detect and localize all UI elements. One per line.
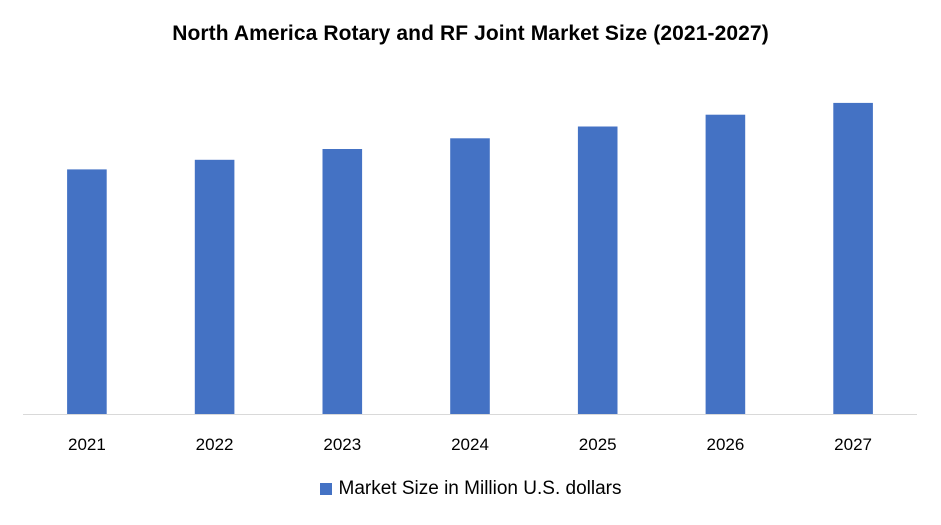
x-tick-label-2026: 2026 bbox=[706, 435, 744, 454]
x-tick-label-2023: 2023 bbox=[323, 435, 361, 454]
x-tick-labels: 2021 2022 2023 2024 2025 2026 2027 bbox=[68, 435, 872, 454]
bars-group bbox=[67, 102, 873, 415]
legend-swatch bbox=[319, 483, 332, 495]
bar-2025 bbox=[577, 126, 618, 414]
x-tick-label-2021: 2021 bbox=[68, 435, 106, 454]
legend: Market Size in Million U.S. dollars bbox=[0, 478, 941, 500]
x-tick-label-2024: 2024 bbox=[451, 435, 489, 454]
x-tick-label-2027: 2027 bbox=[834, 435, 872, 454]
legend-label: Market Size in Million U.S. dollars bbox=[338, 478, 622, 499]
x-tick-label-2025: 2025 bbox=[579, 435, 617, 454]
chart-title: North America Rotary and RF Joint Market… bbox=[172, 22, 769, 45]
x-tick-label-2022: 2022 bbox=[196, 435, 234, 454]
bar-2024 bbox=[450, 138, 490, 415]
bar-2021 bbox=[67, 169, 107, 414]
bar-2027 bbox=[833, 102, 873, 415]
bar-2023 bbox=[322, 149, 363, 414]
bar-2026 bbox=[705, 114, 746, 414]
bar-2022 bbox=[194, 159, 235, 414]
